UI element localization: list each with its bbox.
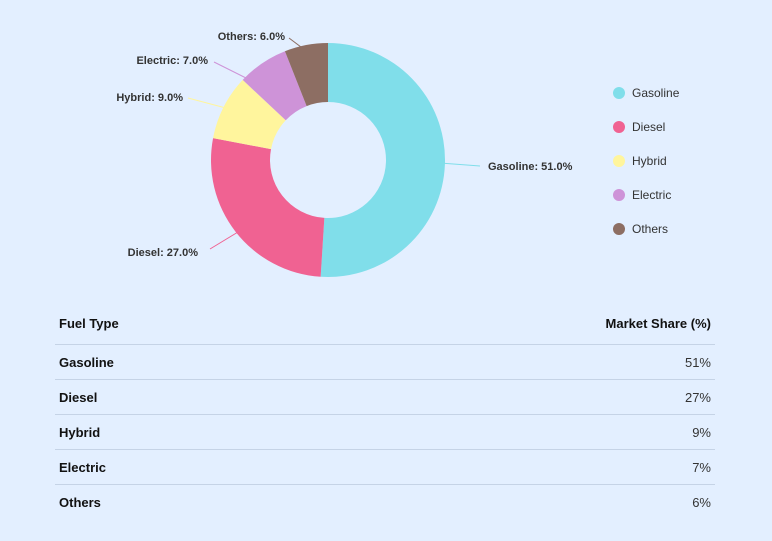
fuel-type-cell: Others: [59, 494, 101, 510]
leader-line-electric: [213, 61, 265, 79]
legend-label-gasoline: Gasoline: [632, 86, 680, 100]
market-share-cell: 7%: [301, 449, 715, 485]
legend-label-diesel: Diesel: [632, 120, 665, 134]
legend-marker-electric: [613, 189, 625, 201]
table-row: Diesel 27%: [55, 379, 715, 415]
donut-chart: Gasoline: 51.0% Diesel: 27.0% Hybrid: 9.0%…: [116, 31, 680, 277]
market-share-cell: 51%: [301, 344, 715, 380]
slice-label-electric: Electric: 7.0%: [136, 55, 208, 67]
slice-hybrid: [213, 79, 286, 150]
column-header-fuel-type: Fuel Type: [55, 302, 302, 345]
market-share-cell: 6%: [692, 494, 711, 510]
fuel-type-cell: Electric: [55, 449, 302, 485]
slice-gasoline: [320, 43, 445, 277]
table-row: Electric 7%: [55, 449, 715, 485]
leader-line-hybrid: [187, 97, 227, 109]
slice-label-diesel: Diesel: 27.0%: [128, 247, 199, 259]
legend-label-others: Others: [632, 222, 668, 236]
legend-label-hybrid: Hybrid: [632, 154, 667, 168]
fuel-type-cell: Gasoline: [55, 344, 302, 380]
legend-marker-diesel: [613, 121, 625, 133]
table-row: Hybrid 9%: [55, 414, 715, 450]
table-row: Gasoline 51%: [55, 344, 715, 380]
slice-label-others: Others: 6.0%: [218, 31, 285, 43]
legend-marker-gasoline: [613, 87, 625, 99]
slice-label-gasoline: Gasoline: 51.0%: [488, 161, 573, 173]
leader-line-diesel: [209, 229, 239, 250]
column-header-market-share: Market Share (%): [301, 302, 715, 345]
leader-line-gasoline: [439, 162, 481, 167]
market-share-table: Fuel Type Market Share (%) Gasoline 51% …: [55, 302, 715, 519]
slice-electric: [242, 51, 307, 121]
legend-label-electric: Electric: [632, 188, 671, 202]
slice-label-hybrid: Hybrid: 9.0%: [116, 92, 183, 104]
table-row: Others 6%: [55, 485, 715, 520]
fuel-type-cell: Diesel: [55, 379, 302, 415]
legend-marker-others: [613, 223, 625, 235]
slice-diesel: [210, 138, 325, 277]
table-header-row: Fuel Type Market Share (%): [55, 302, 715, 345]
fuel-type-cell: Hybrid: [55, 414, 302, 450]
legend-marker-hybrid: [613, 155, 625, 167]
leader-line-others: [288, 37, 307, 49]
slice-others: [284, 43, 328, 107]
market-share-cell: 27%: [301, 379, 715, 415]
market-share-cell: 9%: [301, 414, 715, 450]
